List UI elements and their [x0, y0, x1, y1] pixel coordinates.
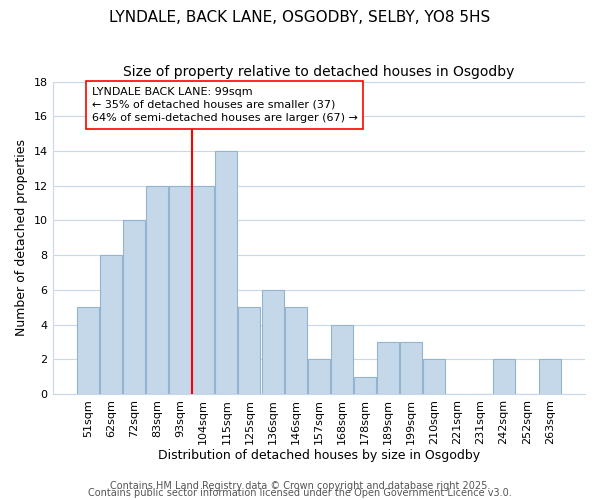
- Text: Contains HM Land Registry data © Crown copyright and database right 2025.: Contains HM Land Registry data © Crown c…: [110, 481, 490, 491]
- Bar: [100, 255, 122, 394]
- Y-axis label: Number of detached properties: Number of detached properties: [15, 140, 28, 336]
- Bar: [377, 342, 399, 394]
- Bar: [146, 186, 168, 394]
- Bar: [192, 186, 214, 394]
- Text: LYNDALE, BACK LANE, OSGODBY, SELBY, YO8 5HS: LYNDALE, BACK LANE, OSGODBY, SELBY, YO8 …: [109, 10, 491, 25]
- Bar: [539, 359, 561, 394]
- Bar: [77, 307, 98, 394]
- Bar: [169, 186, 191, 394]
- Text: LYNDALE BACK LANE: 99sqm
← 35% of detached houses are smaller (37)
64% of semi-d: LYNDALE BACK LANE: 99sqm ← 35% of detach…: [92, 87, 358, 123]
- Bar: [215, 151, 238, 394]
- Bar: [123, 220, 145, 394]
- Bar: [238, 307, 260, 394]
- Bar: [308, 359, 330, 394]
- Bar: [424, 359, 445, 394]
- Bar: [284, 307, 307, 394]
- Text: Contains public sector information licensed under the Open Government Licence v3: Contains public sector information licen…: [88, 488, 512, 498]
- Bar: [262, 290, 284, 394]
- X-axis label: Distribution of detached houses by size in Osgodby: Distribution of detached houses by size …: [158, 450, 480, 462]
- Bar: [331, 324, 353, 394]
- Bar: [354, 376, 376, 394]
- Bar: [493, 359, 515, 394]
- Bar: [400, 342, 422, 394]
- Title: Size of property relative to detached houses in Osgodby: Size of property relative to detached ho…: [123, 65, 514, 79]
